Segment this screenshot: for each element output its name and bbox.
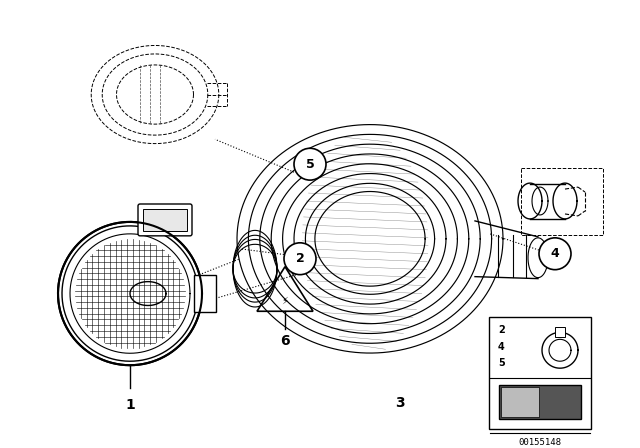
FancyBboxPatch shape <box>499 385 581 419</box>
Text: 00155148: 00155148 <box>518 438 561 447</box>
Text: 6: 6 <box>280 334 290 348</box>
Text: 5: 5 <box>306 158 314 171</box>
Polygon shape <box>518 183 542 219</box>
FancyBboxPatch shape <box>555 327 565 337</box>
Text: 5: 5 <box>498 358 505 368</box>
Circle shape <box>294 148 326 180</box>
Polygon shape <box>58 222 202 365</box>
FancyBboxPatch shape <box>143 209 187 231</box>
Text: 1: 1 <box>125 398 135 412</box>
Text: ⚡: ⚡ <box>282 296 289 306</box>
Text: 2: 2 <box>498 325 505 336</box>
Text: 2: 2 <box>296 252 305 265</box>
FancyBboxPatch shape <box>194 275 216 312</box>
FancyBboxPatch shape <box>489 318 591 429</box>
Circle shape <box>539 238 571 270</box>
Polygon shape <box>130 282 166 306</box>
Text: 4: 4 <box>498 342 505 352</box>
Text: 4: 4 <box>550 247 559 260</box>
FancyBboxPatch shape <box>138 204 192 236</box>
Text: 3: 3 <box>395 396 405 410</box>
Circle shape <box>284 243 316 275</box>
FancyBboxPatch shape <box>501 387 539 417</box>
